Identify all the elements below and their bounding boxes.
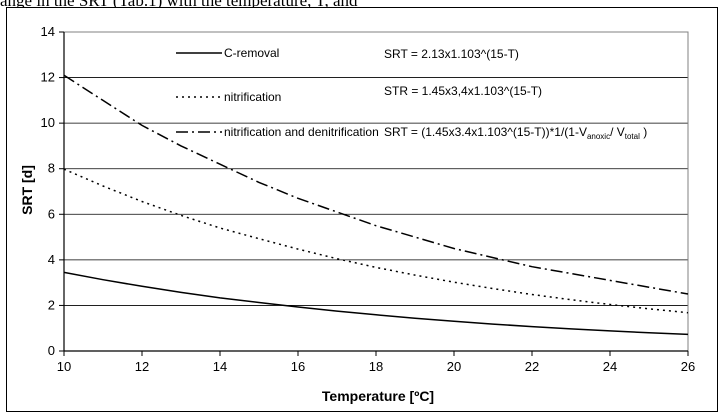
equation-annotations: SRT = 2.13x1.103^(15-T) STR = 1.45x3,4x1…: [384, 47, 647, 141]
x-axis-title: Temperature [ºC]: [322, 388, 434, 404]
series-lines: [63, 74, 689, 336]
y-tick-label: 12: [41, 70, 55, 85]
y-axis-title: SRT [d]: [19, 165, 35, 215]
equation-nitrification: STR = 1.45x3,4x1.103^(15-T): [384, 84, 542, 98]
x-tick-label: 10: [57, 359, 71, 374]
chart-frame: [6, 7, 718, 412]
y-tick-label: 8: [48, 161, 55, 176]
x-tick-label: 18: [369, 359, 383, 374]
y-tick-labels: 0 2 4 6 8 10 12 14: [41, 24, 55, 358]
x-tick-label: 12: [135, 359, 149, 374]
y-tick-label: 2: [48, 297, 55, 312]
x-tick-label: 16: [291, 359, 305, 374]
cropped-caption-text: ange in the SRT (Tab.1) with the tempera…: [0, 0, 358, 10]
x-tick-labels: 10 12 14 16 18 20 22 24 26: [57, 359, 695, 374]
legend-label: C-removal: [224, 46, 279, 60]
tick-marks: [59, 31, 689, 356]
series-line-1: [63, 271, 689, 336]
y-tick-label: 14: [41, 24, 55, 39]
x-tick-label: 22: [525, 359, 539, 374]
y-tick-label: 4: [48, 252, 55, 267]
series-line-3: [63, 74, 689, 295]
y-tick-label: 10: [41, 115, 55, 130]
legend-label: nitrification and denitrification: [224, 125, 379, 139]
x-tick-label: 20: [447, 359, 461, 374]
equation-nitrification-denitrification: SRT = (1.45x3.4x1.103^(15-T))*1/(1-Vanox…: [384, 125, 647, 141]
legend: C-removal nitrification nitrification and …: [176, 46, 379, 139]
x-tick-label: 24: [603, 359, 617, 374]
x-tick-label: 26: [681, 359, 695, 374]
equation-c-removal: SRT = 2.13x1.103^(15-T): [384, 47, 519, 61]
gridlines: [64, 77, 688, 306]
x-tick-label: 14: [213, 359, 227, 374]
y-tick-label: 6: [48, 206, 55, 221]
y-tick-label: 0: [48, 343, 55, 358]
legend-label: nitrification: [224, 90, 281, 104]
